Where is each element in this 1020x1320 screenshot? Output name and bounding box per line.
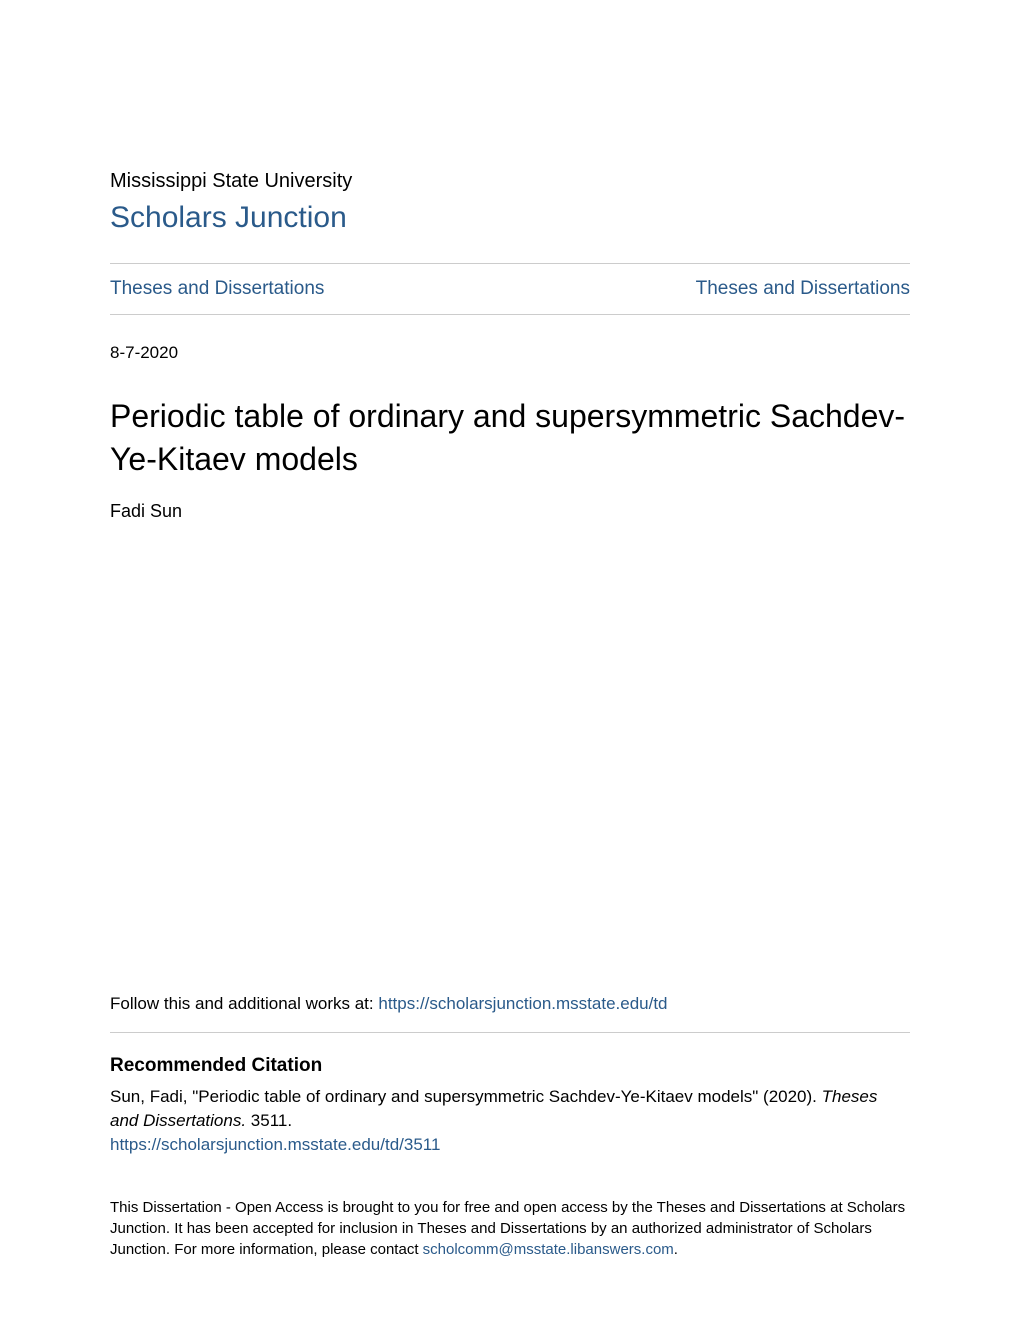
citation-heading: Recommended Citation xyxy=(110,1055,910,1077)
citation-link[interactable]: https://scholarsjunction.msstate.edu/td/… xyxy=(110,1135,910,1155)
citation-part1: Sun, Fadi, "Periodic table of ordinary a… xyxy=(110,1087,822,1106)
breadcrumb-bar: Theses and Dissertations Theses and Diss… xyxy=(110,263,910,315)
breadcrumb-left-link[interactable]: Theses and Dissertations xyxy=(110,278,324,300)
follow-prefix: Follow this and additional works at: xyxy=(110,994,378,1013)
contact-email-link[interactable]: scholcomm@msstate.libanswers.com xyxy=(423,1241,674,1258)
follow-section: Follow this and additional works at: htt… xyxy=(110,994,910,1033)
breadcrumb-right-link[interactable]: Theses and Dissertations xyxy=(696,278,910,300)
citation-text: Sun, Fadi, "Periodic table of ordinary a… xyxy=(110,1085,910,1133)
author-name: Fadi Sun xyxy=(110,501,910,522)
footer-part2: . xyxy=(674,1241,678,1258)
follow-link[interactable]: https://scholarsjunction.msstate.edu/td xyxy=(378,994,667,1013)
document-title: Periodic table of ordinary and supersymm… xyxy=(110,395,910,481)
spacer xyxy=(110,522,910,994)
repository-link[interactable]: Scholars Junction xyxy=(110,201,910,235)
citation-part2: 3511. xyxy=(246,1111,292,1130)
institution-name: Mississippi State University xyxy=(110,170,910,193)
publication-date: 8-7-2020 xyxy=(110,343,910,363)
page-container: Mississippi State University Scholars Ju… xyxy=(0,0,1020,1320)
footer-text: This Dissertation - Open Access is broug… xyxy=(110,1197,910,1260)
